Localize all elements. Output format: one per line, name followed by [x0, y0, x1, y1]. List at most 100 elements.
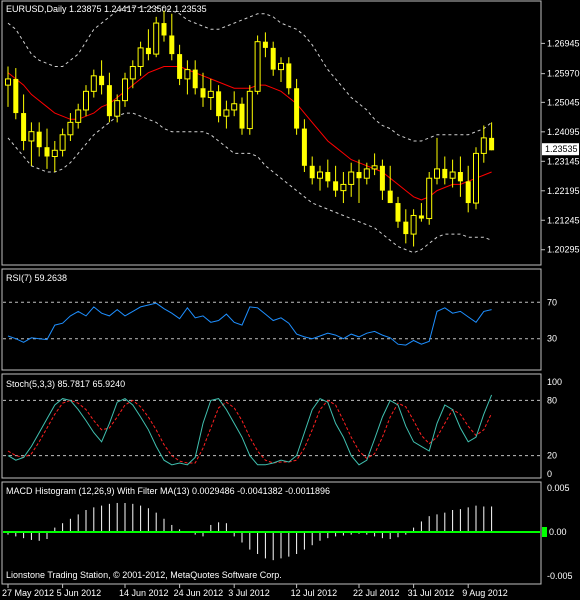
- time-tick-label: 27 May 2012: [2, 588, 54, 598]
- price-tick-label: 1.20295: [547, 245, 580, 255]
- candle-body: [379, 165, 385, 191]
- macd-pane[interactable]: MACD Histogram (12,26,9) With Filter MA(…: [1, 481, 573, 585]
- candle: [137, 41, 144, 76]
- candle-body: [434, 168, 440, 179]
- candle: [231, 91, 238, 117]
- macd-tick-label: 0.00: [549, 527, 567, 537]
- price-tick-label: 1.25045: [547, 97, 580, 107]
- candle-body: [473, 152, 479, 204]
- candle-body: [122, 78, 128, 102]
- stoch-title: Stoch(5,3,3) 85.7817 65.9240: [6, 379, 125, 389]
- candle: [99, 60, 105, 95]
- candle-body: [90, 75, 97, 92]
- candle: [348, 162, 355, 197]
- candle: [161, 10, 167, 42]
- candle-body: [145, 47, 151, 55]
- candle-body: [51, 149, 58, 157]
- candle: [371, 153, 378, 176]
- candle-body: [44, 147, 50, 157]
- candle-body: [457, 172, 463, 182]
- macd-pane-frame: [1, 481, 542, 585]
- price-tick-label: 1.22195: [547, 186, 580, 196]
- candle-body: [184, 69, 191, 80]
- candle-body: [449, 171, 456, 179]
- candle: [5, 66, 11, 107]
- candle-body: [286, 63, 292, 89]
- candle: [216, 85, 222, 123]
- candle: [434, 137, 440, 185]
- candle: [75, 103, 82, 129]
- macd-tick-label: -0.005: [547, 571, 573, 581]
- candle-body: [317, 171, 323, 179]
- candle-body: [363, 168, 370, 179]
- candle: [177, 44, 183, 86]
- time-tick-label: 24 Jun 2012: [174, 588, 224, 598]
- price-tick-label: 1.21245: [547, 215, 580, 225]
- candle: [294, 78, 300, 135]
- candle: [44, 128, 50, 169]
- candle: [333, 165, 339, 197]
- candle: [426, 172, 433, 225]
- candle: [51, 140, 58, 173]
- candle: [153, 16, 160, 58]
- stoch-signal-line: [7, 399, 493, 464]
- candle-body: [200, 88, 206, 98]
- candle: [129, 60, 136, 89]
- candle: [262, 32, 268, 58]
- price-pane[interactable]: EURUSD,Daily 1.23875 1.24417 1.23502 1.2…: [1, 0, 580, 266]
- candle-body: [153, 22, 160, 55]
- stoch-main-line: [7, 394, 493, 466]
- candle-body: [410, 214, 417, 235]
- candle-body: [246, 90, 253, 130]
- candle-body: [231, 103, 238, 111]
- candle: [122, 72, 128, 107]
- candle: [192, 60, 198, 95]
- stoch-pane[interactable]: Stoch(5,3,3) 85.7817 65.9240 100 80 20 0: [1, 373, 562, 479]
- candle-body: [99, 75, 105, 86]
- candle: [489, 122, 495, 151]
- candle-body: [36, 131, 42, 148]
- rsi-line: [7, 302, 492, 346]
- candle: [223, 100, 230, 129]
- candle: [21, 94, 27, 151]
- candle: [278, 57, 284, 83]
- candle-body: [83, 90, 89, 111]
- candle: [309, 156, 315, 185]
- candle: [317, 165, 323, 191]
- candle: [457, 156, 463, 197]
- candle: [418, 203, 424, 222]
- rsi-tick-label: 30: [547, 334, 557, 344]
- price-title: EURUSD,Daily 1.23875 1.24417 1.23502 1.2…: [6, 4, 207, 14]
- time-tick-label: 5 Jun 2012: [57, 588, 102, 598]
- candle-body: [114, 100, 121, 117]
- candle: [325, 159, 331, 188]
- candle-body: [371, 165, 378, 170]
- candle: [254, 35, 261, 95]
- candle: [387, 165, 393, 204]
- candle-body: [106, 85, 112, 117]
- candle-body: [21, 113, 27, 141]
- stoch-tick-label: 80: [547, 395, 557, 405]
- candle-body: [177, 54, 183, 79]
- candle-body: [403, 221, 409, 235]
- macd-zero-marker: [542, 527, 547, 537]
- candle: [106, 72, 112, 123]
- rsi-pane[interactable]: RSI(7) 59.2638 70 30: [1, 268, 557, 371]
- candle: [67, 113, 74, 141]
- current-price-label: 1.23535: [545, 144, 578, 154]
- candle: [239, 97, 245, 135]
- candle-body: [270, 47, 276, 70]
- candle: [286, 57, 292, 95]
- candle-body: [480, 137, 487, 154]
- candle: [480, 125, 487, 163]
- stoch-tick-label: 20: [547, 451, 557, 461]
- candle: [442, 156, 448, 185]
- candle-body: [254, 41, 261, 92]
- time-tick-label: 22 Jul 2012: [353, 588, 400, 598]
- candle: [356, 159, 362, 204]
- candle: [246, 85, 253, 135]
- candle: [403, 209, 409, 244]
- candle-body: [278, 62, 284, 71]
